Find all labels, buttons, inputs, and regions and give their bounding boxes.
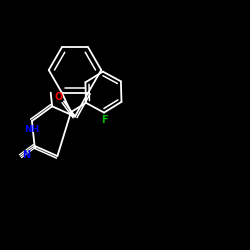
Text: O: O — [54, 92, 62, 102]
Text: NH: NH — [24, 124, 40, 134]
Text: F: F — [101, 115, 107, 125]
Text: N: N — [22, 150, 30, 160]
